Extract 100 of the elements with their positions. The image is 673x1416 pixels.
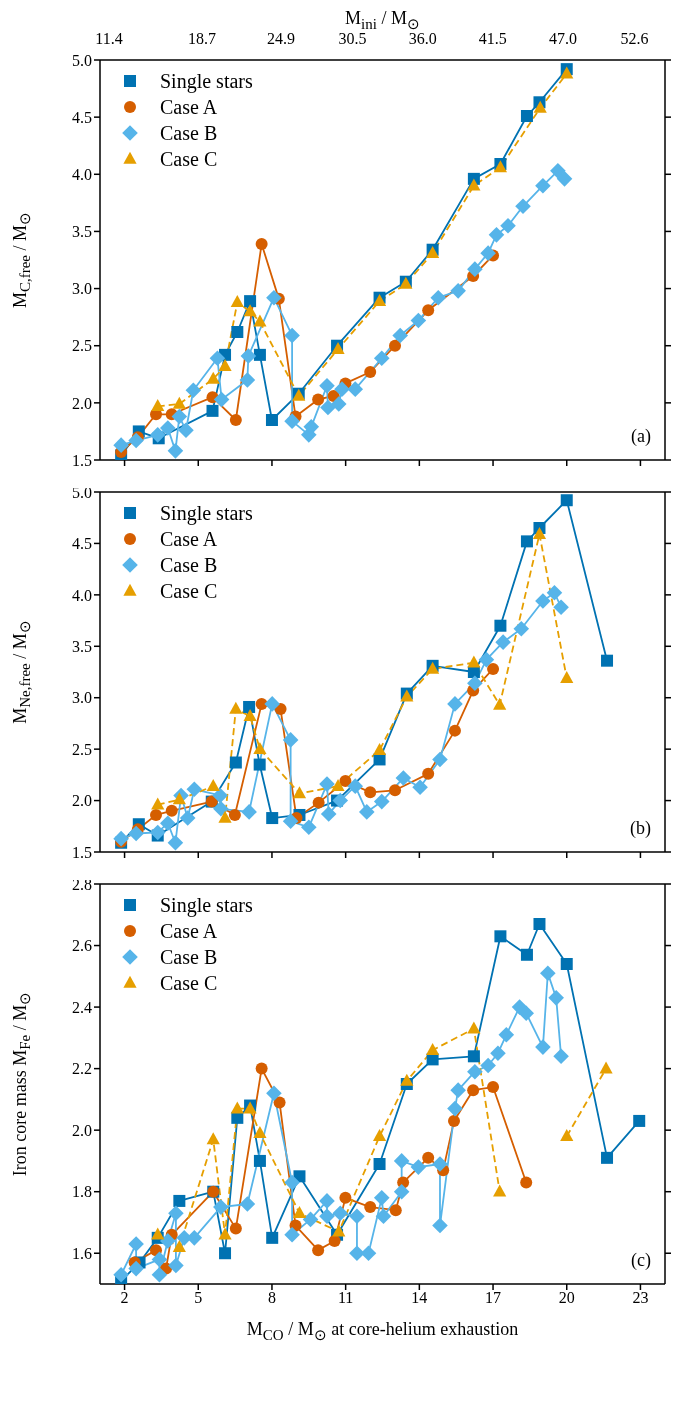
point (599, 1061, 613, 1074)
point (167, 443, 184, 459)
point (128, 825, 144, 842)
point (239, 372, 256, 388)
point (389, 1204, 402, 1217)
point (150, 1244, 163, 1257)
y-tick-label: 2.4 (72, 998, 92, 1016)
point (448, 724, 461, 737)
point (332, 1224, 346, 1237)
point (467, 1063, 483, 1080)
point (373, 1158, 386, 1170)
point (373, 793, 390, 810)
point (560, 494, 573, 507)
point (229, 414, 242, 426)
y-tick-label: 2.0 (72, 792, 92, 810)
point (560, 670, 574, 683)
point (393, 1153, 410, 1169)
point (395, 770, 412, 786)
legend-label: Single stars (160, 893, 253, 917)
legend-label: Case B (160, 553, 218, 577)
y-tick-label: 4.5 (72, 535, 92, 553)
point (151, 1227, 165, 1240)
y-tick-label: 3.0 (72, 280, 92, 298)
point (467, 1084, 480, 1097)
point (172, 792, 186, 805)
point (331, 778, 345, 791)
point (160, 815, 176, 831)
point (339, 1191, 352, 1204)
point (186, 781, 203, 798)
point (372, 1129, 387, 1142)
point (494, 930, 507, 943)
y-tick-label: 2.8 (72, 875, 92, 893)
point (282, 813, 299, 829)
point (535, 593, 551, 609)
y-tick-label: 4.0 (72, 165, 92, 183)
point (253, 314, 267, 327)
point (601, 1151, 614, 1164)
point (347, 381, 364, 397)
point (160, 1233, 176, 1249)
point (347, 778, 364, 794)
y-tick-label: 3.5 (72, 637, 92, 655)
point (422, 1151, 435, 1164)
point (172, 396, 186, 409)
point (389, 784, 402, 797)
point (498, 1026, 515, 1043)
point (520, 1176, 533, 1189)
x-tick-label: 23 (632, 1289, 649, 1307)
point (212, 787, 228, 804)
point (553, 1048, 569, 1065)
point (284, 1174, 300, 1191)
point (330, 396, 347, 412)
point (450, 1082, 466, 1098)
point (171, 408, 188, 425)
point (467, 261, 483, 277)
x2-tick-label: 30.5 (338, 30, 367, 48)
point (253, 1126, 267, 1139)
point (488, 227, 505, 243)
point (320, 399, 336, 416)
x2-axis-title: M$_{ini}$ / M$_{⊙}$ (345, 8, 420, 32)
point (284, 1226, 300, 1243)
point (179, 810, 196, 826)
point (265, 414, 278, 426)
point (229, 701, 243, 714)
y-tick-label: 3.0 (72, 689, 92, 707)
point (412, 779, 428, 795)
point (467, 1050, 480, 1063)
point (253, 741, 267, 754)
point (128, 432, 144, 449)
point (255, 238, 268, 250)
point (364, 786, 377, 799)
point (319, 377, 335, 394)
point (513, 621, 530, 637)
legend-label: Single stars (160, 69, 253, 93)
x2-tick-label: 24.9 (267, 30, 296, 48)
y-tick-label: 1.5 (72, 451, 92, 469)
x2-tick-label: 36.0 (408, 30, 437, 48)
point (332, 1205, 349, 1222)
point (467, 675, 483, 692)
point (319, 776, 335, 792)
point (113, 830, 129, 847)
point (301, 819, 317, 836)
point (255, 1062, 268, 1075)
legend-label: Case C (160, 579, 218, 603)
point (240, 348, 257, 364)
point (218, 1227, 232, 1240)
x-tick-label: 11 (337, 1289, 354, 1307)
point (151, 1251, 168, 1268)
legend-label: Case C (160, 147, 218, 171)
point (230, 295, 244, 308)
point (548, 990, 564, 1006)
point (206, 778, 220, 791)
point (467, 178, 481, 191)
x-tick-label: 17 (485, 1289, 502, 1307)
point (550, 163, 566, 179)
annotation: (b) (630, 818, 651, 839)
point (478, 651, 495, 668)
point (487, 1081, 500, 1094)
point (520, 535, 533, 548)
point (209, 350, 226, 367)
point (113, 1266, 129, 1283)
